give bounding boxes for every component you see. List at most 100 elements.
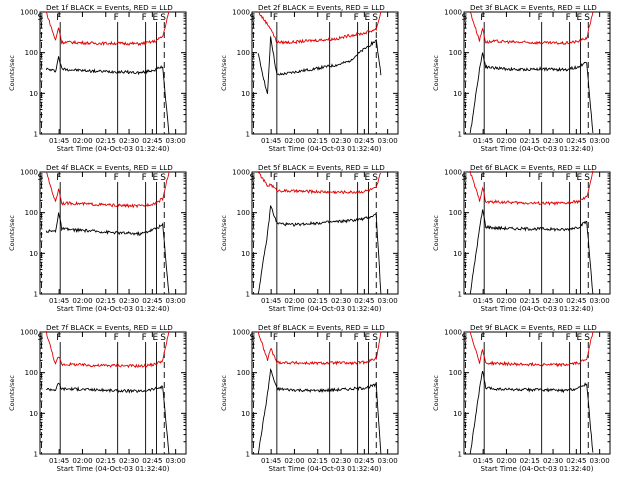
- panel-title: Det 2f BLACK = Events, RED = LLD: [258, 3, 385, 12]
- y-axis-label: Counts/sec: [220, 215, 228, 251]
- x-tick-label: 02:45: [142, 137, 162, 145]
- event-marker-label: F: [114, 13, 119, 23]
- event-marker-label: F: [480, 333, 485, 343]
- x-tick-label: 02:15: [520, 137, 540, 145]
- series-line-lld: [469, 331, 594, 368]
- x-tick-label: 03:00: [166, 457, 186, 465]
- series-line-events: [469, 52, 594, 134]
- x-tick-label: 02:45: [142, 457, 162, 465]
- x-tick-label: 02:30: [331, 297, 351, 305]
- y-tick-label: 1000: [444, 169, 462, 177]
- plot-frame: [463, 11, 611, 135]
- y-tick-label: 10: [29, 90, 38, 98]
- x-tick-label: 01:45: [49, 137, 69, 145]
- series-line-lld: [258, 11, 382, 45]
- event-marker-label: E: [364, 333, 370, 343]
- event-marker-label: E: [364, 173, 370, 183]
- series-line-events: [469, 209, 594, 295]
- x-tick-label: 02:30: [119, 457, 139, 465]
- x-tick-label: 02:30: [119, 297, 139, 305]
- y-axis-label: Counts/sec: [8, 215, 16, 251]
- event-marker-label: S: [250, 173, 256, 183]
- y-tick-label: 100: [25, 209, 38, 217]
- event-marker-label: F: [354, 173, 359, 183]
- y-tick-label: 1000: [232, 169, 250, 177]
- x-tick-label: 01:45: [49, 297, 69, 305]
- event-marker-label: F: [56, 173, 61, 183]
- chart-panel: Det 8f BLACK = Events, RED = LLD 1 10 100 10…: [220, 323, 399, 473]
- plot-frame: [251, 171, 399, 295]
- event-marker-label: F: [566, 173, 571, 183]
- x-tick-label: 03:00: [590, 137, 610, 145]
- y-tick-label: 10: [29, 250, 38, 258]
- x-tick-label: 03:00: [378, 297, 398, 305]
- event-marker-label: F: [566, 333, 571, 343]
- x-axis-label: Start Time (04-Oct-03 01:32:40): [57, 465, 170, 473]
- x-axis-label: Start Time (04-Oct-03 01:32:40): [269, 145, 382, 153]
- y-tick-label: 100: [237, 49, 250, 57]
- event-marker-label: S: [38, 13, 44, 23]
- event-marker-label: F: [142, 13, 147, 23]
- event-marker-label: F: [273, 13, 278, 23]
- y-tick-label: 10: [29, 410, 38, 418]
- y-tick-label: 1: [34, 451, 38, 459]
- y-axis-label: Counts/sec: [220, 55, 228, 91]
- chart-panel: Det 9f BLACK = Events, RED = LLD 1 10 100 10…: [432, 323, 611, 473]
- x-axis-label: Start Time (04-Oct-03 01:32:40): [269, 465, 382, 473]
- x-tick-label: 02:15: [96, 137, 116, 145]
- x-tick-label: 01:45: [49, 457, 69, 465]
- event-marker-label: E: [364, 13, 370, 23]
- event-marker-label: F: [538, 333, 543, 343]
- x-tick-label: 02:00: [284, 457, 304, 465]
- series-line-lld: [45, 11, 170, 47]
- series-line-lld: [469, 170, 594, 206]
- event-marker-label: F: [326, 173, 331, 183]
- y-tick-label: 1000: [444, 329, 462, 337]
- event-marker-label: F: [273, 333, 278, 343]
- event-marker-label: F: [566, 13, 571, 23]
- x-tick-label: 02:30: [331, 457, 351, 465]
- y-tick-label: 1000: [20, 329, 38, 337]
- event-marker-label: F: [480, 13, 485, 23]
- y-tick-label: 1000: [20, 169, 38, 177]
- y-tick-label: 10: [453, 90, 462, 98]
- x-tick-label: 02:00: [72, 457, 92, 465]
- y-axis-label: Counts/sec: [8, 55, 16, 91]
- event-marker-label: E: [152, 173, 158, 183]
- y-tick-label: 100: [449, 49, 462, 57]
- x-tick-label: 02:15: [96, 457, 116, 465]
- chart-panel: Det 4f BLACK = Events, RED = LLD 1 10 100 10…: [8, 163, 187, 313]
- x-tick-label: 02:00: [496, 137, 516, 145]
- event-marker-label: F: [142, 333, 147, 343]
- y-tick-label: 1: [246, 451, 250, 459]
- event-marker-label: F: [326, 13, 331, 23]
- event-marker-label: F: [114, 173, 119, 183]
- event-marker-label: F: [56, 13, 61, 23]
- series-line-events: [257, 205, 382, 294]
- series-line-events: [469, 370, 594, 455]
- y-tick-label: 1000: [232, 329, 250, 337]
- y-tick-label: 1000: [20, 9, 38, 17]
- event-marker-label: E: [152, 13, 158, 23]
- y-tick-label: 1: [458, 451, 462, 459]
- x-tick-label: 02:15: [308, 457, 328, 465]
- series-line-events: [46, 382, 170, 455]
- chart-panel: Det 3f BLACK = Events, RED = LLD 1 10 100 10…: [432, 3, 611, 153]
- event-marker-label: F: [538, 13, 543, 23]
- x-tick-label: 03:00: [590, 457, 610, 465]
- y-tick-label: 100: [449, 209, 462, 217]
- chart-panel: Det 2f BLACK = Events, RED = LLD 1 10 100 10…: [220, 3, 399, 153]
- event-marker-label: F: [480, 173, 485, 183]
- event-marker-label: S: [250, 333, 256, 343]
- event-marker-label: S: [38, 333, 44, 343]
- x-tick-label: 02:30: [543, 457, 563, 465]
- x-tick-label: 01:45: [473, 297, 493, 305]
- x-tick-label: 03:00: [166, 297, 186, 305]
- event-marker-label: S: [372, 173, 378, 183]
- y-axis-label: Counts/sec: [220, 375, 228, 411]
- event-marker-label: E: [576, 333, 582, 343]
- x-tick-label: 01:45: [473, 137, 493, 145]
- y-tick-label: 100: [237, 369, 250, 377]
- plot-frame: [39, 331, 187, 455]
